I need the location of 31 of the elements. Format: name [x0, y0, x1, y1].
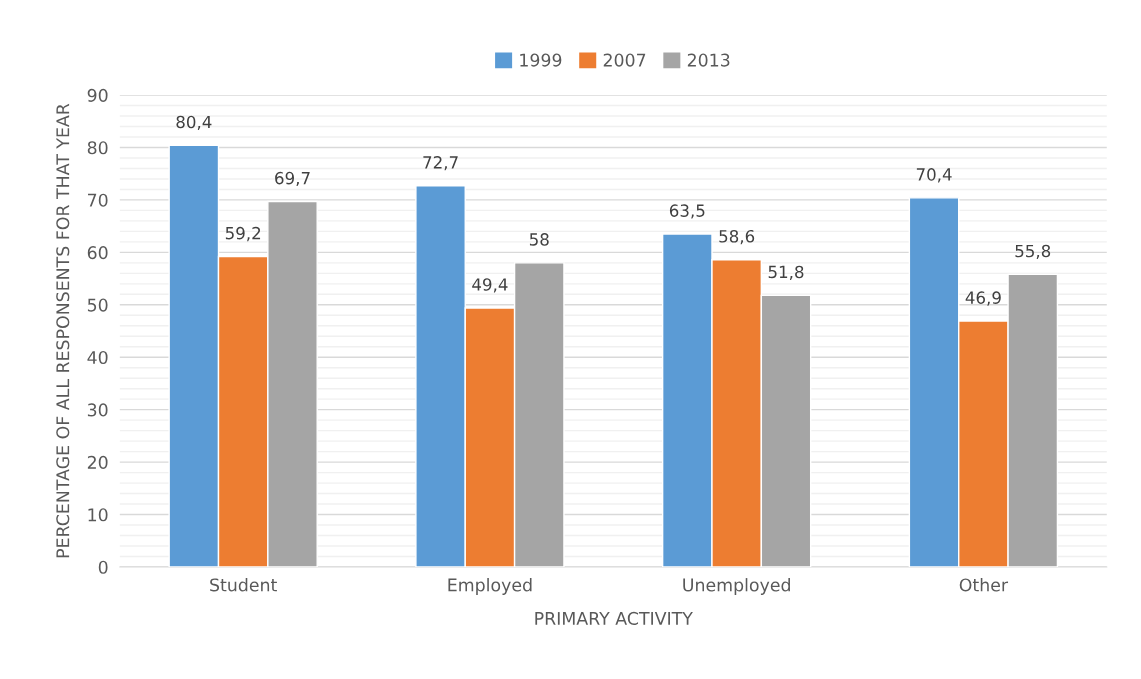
data-label: 63,5	[669, 204, 705, 219]
legend-label: 1999	[520, 53, 562, 67]
data-label: 55,8	[1015, 244, 1051, 259]
x-tick-label: Other	[959, 578, 1009, 592]
data-label: 80,4	[176, 115, 212, 130]
y-tick-label: 10	[88, 508, 108, 522]
data-label: 70,4	[916, 168, 952, 183]
data-label: 58	[529, 233, 549, 246]
y-axis-title: PERCENTAGE OF ALL RESPONSENTS FOR THAT YEAR	[56, 103, 70, 558]
y-tick-label: 50	[87, 298, 108, 312]
data-label: 69,7	[275, 171, 310, 187]
data-label: 58,6	[719, 229, 755, 245]
y-tick-label: 40	[87, 350, 108, 365]
data-label: 46,9	[965, 291, 1001, 306]
legend-label: 2007	[603, 53, 646, 67]
x-tick-label: Employed	[448, 578, 532, 595]
y-tick-label: 60	[87, 246, 108, 260]
y-tick-label: 30	[87, 403, 108, 417]
x-axis-title: PRIMARY ACTIVITY	[535, 611, 693, 625]
y-tick-label: 90	[87, 88, 108, 102]
data-label: 72,7	[423, 156, 458, 171]
x-tick-label: Student	[210, 578, 277, 592]
y-tick-label: 20	[87, 455, 108, 469]
data-label: 59,2	[225, 226, 261, 242]
y-tick-label: 80	[87, 141, 108, 155]
x-tick-label: Unemployed	[683, 578, 790, 595]
y-tick-label: 70	[88, 193, 108, 207]
y-tick-label: 0	[98, 560, 108, 574]
data-label: 51,8	[768, 265, 804, 280]
data-label: 49,4	[472, 278, 508, 293]
legend-label: 2013	[687, 53, 730, 67]
